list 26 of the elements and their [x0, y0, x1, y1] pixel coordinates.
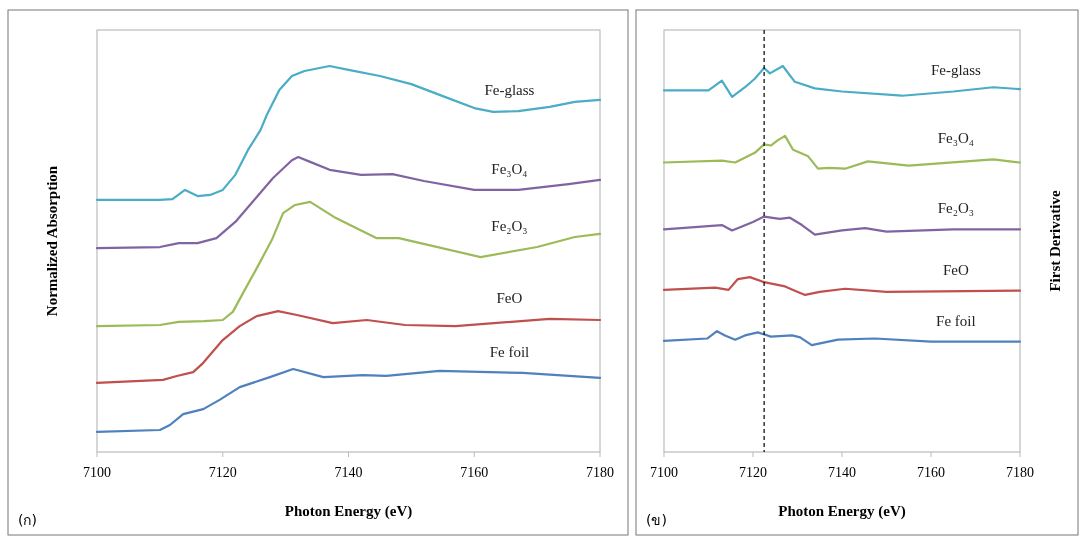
series-label: Fe foil — [489, 343, 530, 360]
x-tick-label: 7180 — [1006, 465, 1034, 480]
x-tick-label: 7140 — [828, 465, 856, 480]
x-tick-label: 7120 — [208, 465, 237, 480]
series-label: Fe₃O₄ — [491, 160, 528, 177]
x-axis-title: Photon Energy (eV) — [778, 503, 906, 520]
series-label: Fe-glass — [930, 62, 982, 79]
series-label: Fe₂O₃ — [491, 218, 528, 235]
series-label: Fe foil — [936, 312, 976, 329]
series-label: FeO — [943, 261, 969, 278]
series-label: FeO — [496, 289, 523, 306]
x-tick-label: 7120 — [739, 465, 767, 480]
series-label: Fe-glass — [484, 82, 535, 99]
x-tick-label: 7140 — [334, 465, 363, 480]
y-axis-title: Normalized Absorption — [44, 165, 60, 317]
x-tick-label: 7100 — [83, 465, 111, 480]
x-tick-label: 7160 — [917, 465, 945, 480]
text: (ก) — [18, 512, 37, 528]
y-axis-title: First Derivative — [1047, 190, 1063, 292]
series-label: Fe₂O₃ — [937, 200, 975, 217]
x-tick-label: 7180 — [586, 465, 614, 480]
series-label: Fe₃O₄ — [937, 130, 975, 147]
x-tick-label: 7100 — [650, 465, 678, 480]
text: (ข) — [646, 512, 667, 528]
x-tick-label: 7160 — [460, 465, 489, 480]
x-axis-title: Photon Energy (eV) — [284, 503, 413, 520]
